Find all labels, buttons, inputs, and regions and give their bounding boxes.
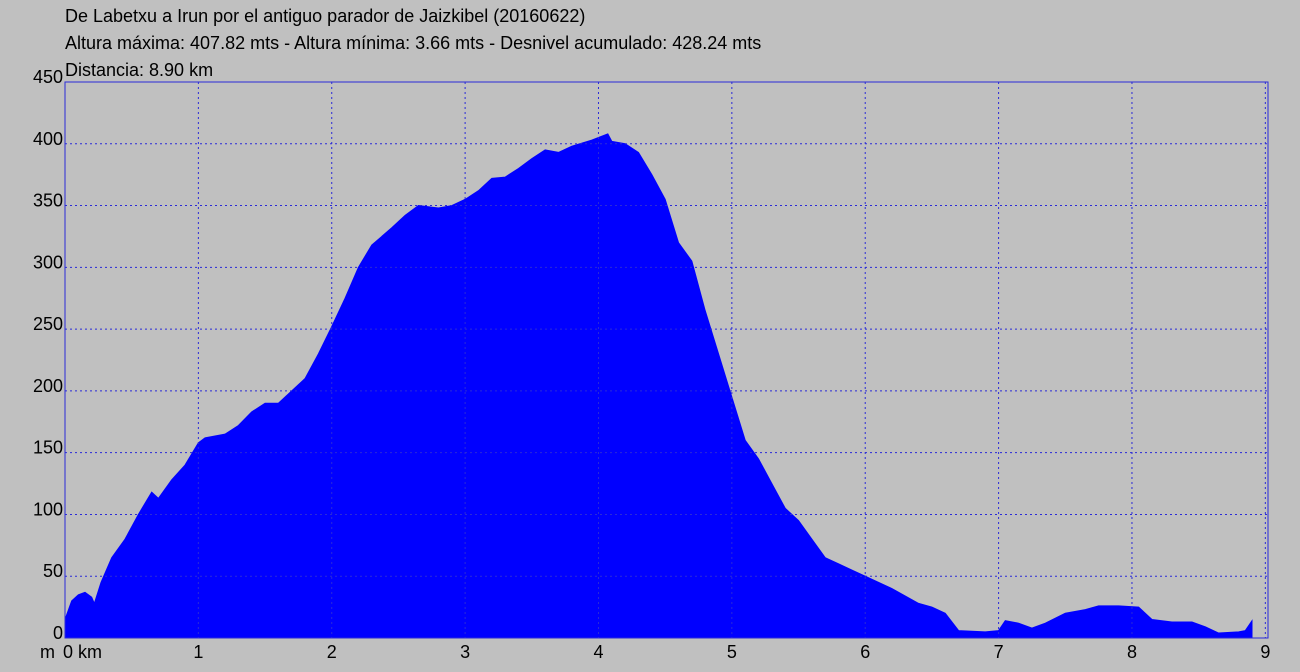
y-tick-label: 200 [33,376,63,396]
y-tick-label: 250 [33,314,63,334]
x-tick-label: 1 [193,642,203,662]
y-axis-label: m [40,642,55,662]
chart-subtitle: Distancia: 8.90 km [65,60,213,80]
x-tick-label: 5 [727,642,737,662]
x-tick-label: 6 [860,642,870,662]
y-tick-label: 400 [33,129,63,149]
x-tick-label: 8 [1127,642,1137,662]
x-tick-label: 2 [327,642,337,662]
y-tick-label: 450 [33,67,63,87]
y-tick-label: 100 [33,499,63,519]
y-tick-label: 50 [43,561,63,581]
chart-subtitle: Altura máxima: 407.82 mts - Altura mínim… [65,33,761,53]
chart-title: De Labetxu a Irun por el antiguo parador… [65,6,585,26]
x-tick-label: 3 [460,642,470,662]
x-tick-label: 9 [1260,642,1270,662]
x-tick-label: 4 [593,642,603,662]
x-tick-label: 0 km [63,642,102,662]
y-tick-label: 0 [53,623,63,643]
plot-frame [64,81,1269,639]
x-tick-label: 7 [994,642,1004,662]
y-tick-label: 350 [33,191,63,211]
y-tick-label: 150 [33,438,63,458]
y-tick-label: 300 [33,252,63,272]
